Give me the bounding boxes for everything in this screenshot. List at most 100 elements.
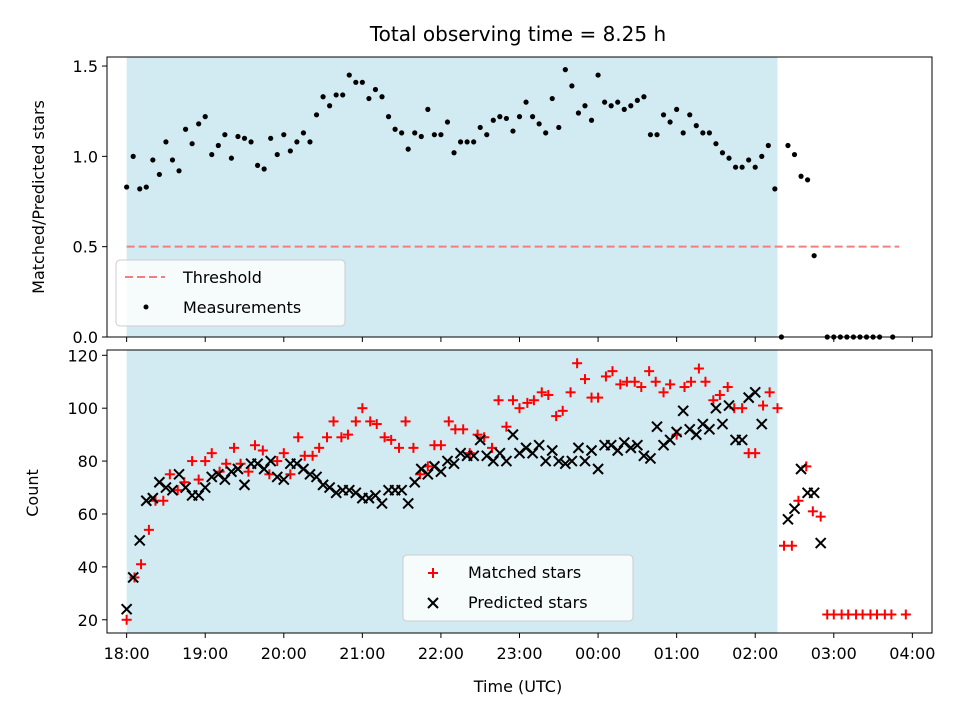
measurement-point (150, 157, 156, 163)
measurement-point (706, 130, 712, 136)
predicted-star-point-b (363, 492, 375, 504)
matched-star-point (658, 387, 669, 398)
measurement-point (333, 92, 339, 98)
measurement-point (182, 126, 189, 132)
predicted-star-point-b (618, 436, 630, 449)
predicted-star-point-b (232, 463, 244, 475)
top-y-tick-label: 0.5 (73, 238, 98, 257)
predicted-star-point-b (808, 487, 820, 499)
predicted-star-point-b (585, 444, 598, 457)
bottom-panel: 20 40 60 80 100 120 18:00 19:00 20:00 21:00 22:00… (23, 346, 935, 696)
predicted-star-point (670, 426, 683, 438)
matched-star-point (493, 395, 504, 406)
measurement-point (804, 177, 811, 183)
predicted-star-point-b (127, 571, 139, 584)
predicted-star-point (448, 458, 460, 470)
matched-star-point (507, 395, 518, 406)
top-chart-title: Total observing time = 8.25 h (369, 22, 666, 46)
predicted-star-point (716, 418, 729, 430)
predicted-star-point (579, 455, 591, 467)
bottom-legend: Matched stars Predicted stars (402, 554, 634, 622)
predicted-star-point (140, 495, 152, 507)
predicted-star-point (304, 468, 316, 481)
matched-star-point (172, 485, 183, 496)
measurement-point (791, 151, 798, 158)
predicted-star-point (435, 465, 447, 478)
matched-star-point (249, 440, 260, 451)
measurement-point (615, 99, 621, 105)
measurement-point (543, 130, 549, 136)
measurement-point (379, 94, 385, 100)
measurement-point (575, 110, 582, 116)
matched-star-point (665, 379, 676, 390)
top-axes-frame (106, 56, 933, 338)
predicted-star-point (585, 444, 598, 457)
predicted-star-point-b (814, 537, 827, 549)
measurement-point (313, 112, 320, 118)
predicted-star-point-b (467, 450, 480, 462)
measurement-point (628, 103, 634, 109)
matched-star-point (322, 432, 332, 443)
predicted-star-point (206, 471, 218, 483)
predicted-star-point-b (179, 481, 192, 494)
predicted-star-point-b (323, 481, 336, 494)
predicted-star-point (566, 455, 578, 467)
legend-predicted-marker-b (427, 597, 439, 609)
predicted-star-point-b (448, 458, 460, 470)
matched-star-point (143, 524, 154, 535)
top-y-axis-label: Matched/Predicted stars (29, 100, 48, 294)
measurement-point (353, 79, 359, 85)
predicted-star-point (808, 487, 820, 499)
predicted-star-point-b (716, 418, 729, 430)
measurement-point (595, 72, 601, 78)
predicted-star-point (264, 455, 277, 467)
predicted-star-point (160, 481, 172, 494)
predicted-star-point-b (670, 426, 683, 438)
predicted-star-point-b (546, 444, 558, 457)
measurement-point (457, 139, 464, 145)
measurement-point (405, 146, 411, 152)
measurement-point (693, 123, 699, 129)
matched-star-point (636, 382, 647, 393)
measurement-point (549, 95, 555, 102)
top-y-tick-label: 1.5 (73, 57, 98, 76)
x-tick-label: 04:00 (889, 644, 935, 663)
predicted-star-point (572, 442, 585, 454)
matched-star-point (600, 371, 611, 382)
matched-star-point (400, 416, 411, 427)
predicted-star-point-b (251, 458, 264, 470)
matched-stars-series (121, 358, 911, 625)
measurement-point (772, 186, 778, 192)
predicted-star-point-b (507, 428, 519, 441)
measurement-point (444, 119, 451, 125)
bottom-y-tick-label: 100 (67, 399, 98, 418)
predicted-star-point (330, 487, 342, 499)
legend-threshold-label: Threshold (182, 268, 262, 287)
matched-star-point (593, 392, 604, 403)
bottom-legend-box (402, 554, 634, 622)
predicted-star-point-b (500, 455, 513, 467)
bottom-y-tick-label: 20 (78, 611, 98, 630)
matched-star-point (629, 376, 640, 387)
matched-star-point (357, 403, 368, 414)
matched-star-point (722, 382, 733, 393)
measurement-point (562, 67, 568, 73)
predicted-star-point (474, 434, 486, 446)
matched-star-point (737, 403, 748, 414)
predicted-star-point-b (723, 399, 735, 412)
bottom-y-tick-label: 40 (78, 558, 98, 577)
bottom-x-axis: 18:00 19:00 20:00 21:00 22:00 23:00 00:00 01:00… (104, 633, 935, 663)
measurement-point (228, 155, 235, 161)
predicted-star-point (814, 537, 827, 549)
predicted-star-point-b (134, 534, 146, 547)
predicted-star-point-b (166, 484, 179, 496)
measurement-point (241, 135, 248, 141)
matched-star-point (443, 416, 454, 427)
matched-star-point (200, 456, 211, 467)
measurement-point (510, 128, 516, 134)
matched-star-point (386, 434, 397, 445)
predicted-star-point (343, 484, 355, 496)
predicted-star-point (795, 463, 807, 475)
measurement-point (189, 141, 195, 147)
predicted-star-point (644, 452, 657, 465)
